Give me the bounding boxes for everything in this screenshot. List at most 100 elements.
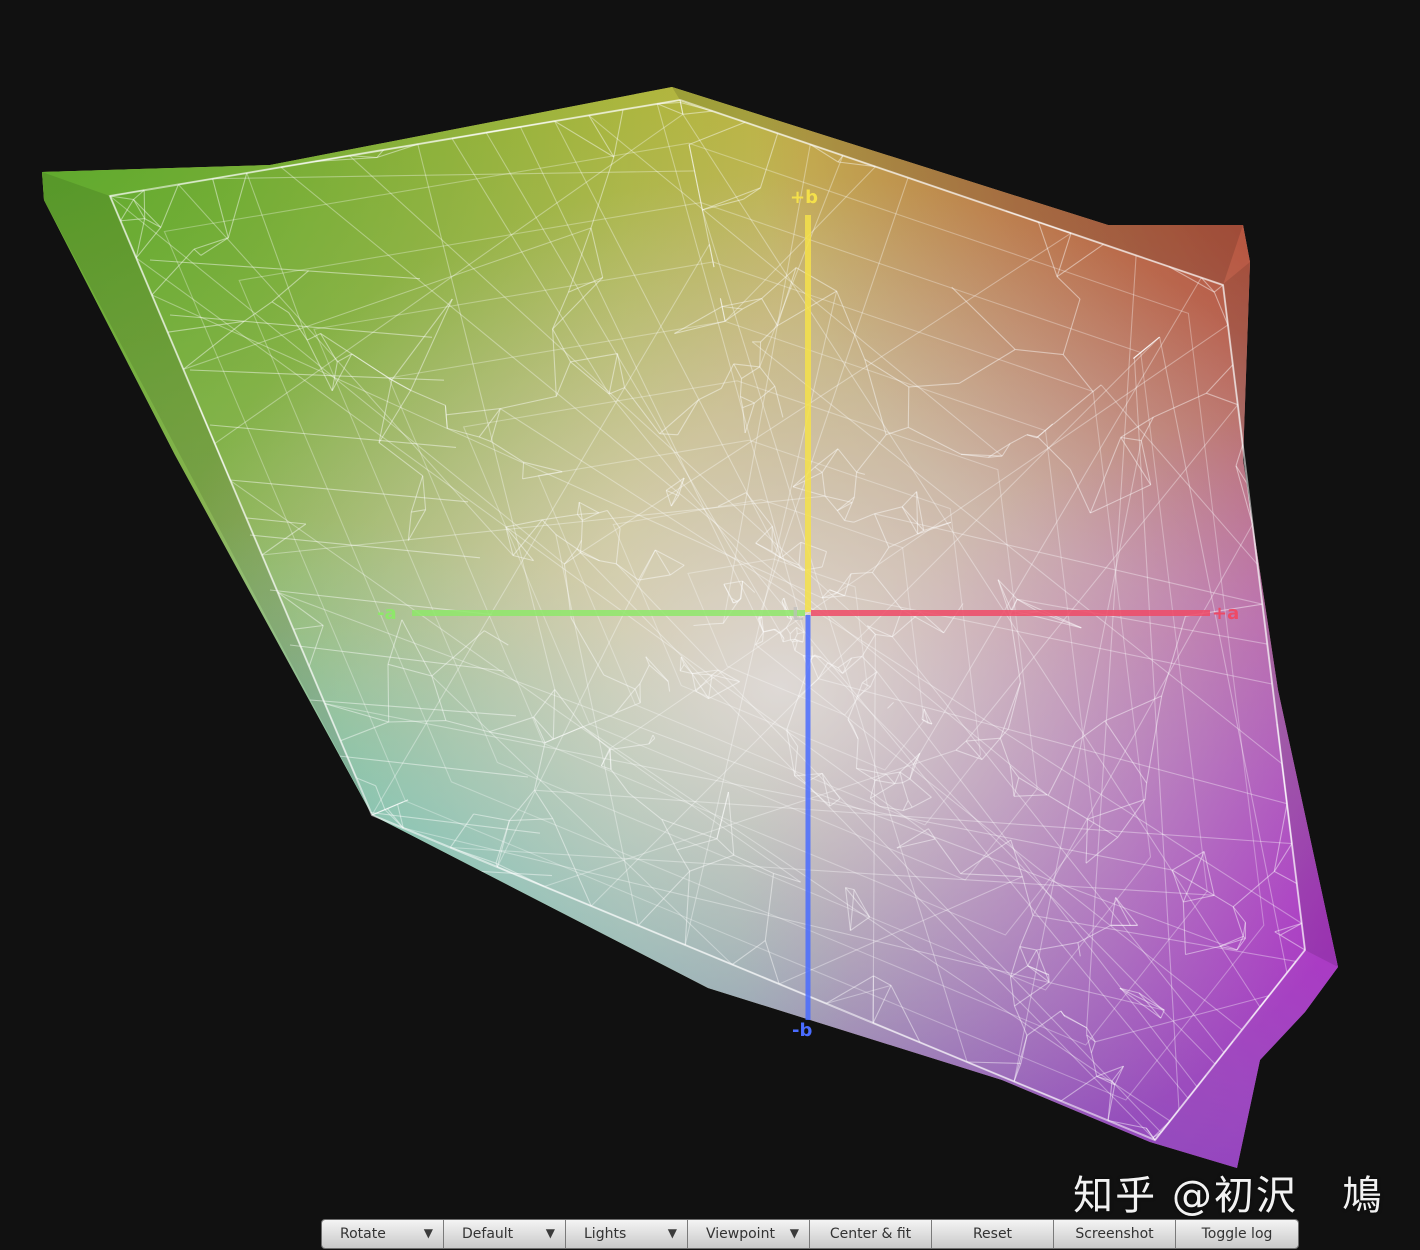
mesh-edge [1111,1065,1124,1082]
mesh-edge [955,740,967,751]
mesh-edge [1280,934,1306,951]
mesh-edge [923,708,933,725]
mesh-edge [999,682,1021,739]
mesh-edge [689,854,734,872]
mesh-edge [1171,869,1184,903]
mesh-edge [1048,974,1050,983]
mesh-edge [1027,949,1038,966]
mesh-edge [1219,945,1238,951]
mesh-edge [814,654,821,658]
mesh-edge [909,778,932,798]
mesh-edge [692,669,719,675]
mesh-edge [1018,777,1048,796]
mesh-edge [870,783,896,799]
mesh-edge [144,218,162,228]
mesh-edge [1115,897,1139,926]
mesh-edge [613,712,616,716]
mesh-edge [871,547,890,573]
mesh-edge [1120,436,1142,442]
mesh-edge [1232,906,1246,923]
mesh-edge [733,363,742,379]
mesh-edge [670,477,685,507]
mesh-edge [661,818,718,840]
mesh-edge [387,663,432,677]
mesh-edge [719,298,726,322]
mesh-edge [1104,695,1162,722]
mesh-edge [387,801,404,810]
mesh-edge [1185,945,1220,956]
mesh-edge [711,674,740,683]
mesh-edge [902,778,911,784]
mesh-edge [1274,931,1281,936]
mesh-edge [739,597,742,600]
mesh-edge [1172,869,1215,896]
mesh-edge [836,592,845,597]
mesh-edge [702,187,761,211]
mesh-edge [908,382,960,388]
screenshot-button-label: Screenshot [1075,1226,1154,1242]
mesh-edge [183,320,245,370]
mesh-edge [634,683,641,690]
viewpoint-dropdown-button[interactable]: Viewpoint ▼ [688,1220,810,1248]
mesh-edge [340,721,389,742]
mesh-edge [1013,440,1142,1082]
mesh-edge [837,448,858,473]
viewpoint-button-label: Viewpoint [706,1226,775,1242]
mesh-edge [757,619,764,633]
mesh-edge [708,244,712,252]
mesh-edge [875,779,895,785]
mesh-edge [836,290,866,360]
mesh-edge [751,341,1283,765]
mesh-edge [794,775,805,784]
mesh-edge [694,173,704,212]
mesh-edge [838,161,876,168]
mesh-edge [1014,981,1050,1007]
mesh-edge [821,472,826,497]
mesh-edge [495,820,510,864]
mesh-edge [309,699,517,717]
mesh-edge [1090,484,1151,514]
mesh-edge [761,631,764,642]
mesh-edge [193,237,229,250]
mesh-edge [779,627,787,634]
mesh-edge [638,549,656,581]
mesh-edge [1145,1127,1154,1138]
toggle-log-button[interactable]: Toggle log [1176,1220,1298,1248]
mesh-edge [656,103,684,115]
mesh-edge [1138,992,1165,1011]
mesh-edge [1026,1010,1062,1036]
mesh-edge [737,597,742,603]
mesh-edge [109,195,134,201]
mesh-edge [271,301,289,314]
mesh-edge [755,542,773,553]
reset-button[interactable]: Reset [932,1220,1054,1248]
mesh-edge [847,719,853,726]
mesh-edge [1013,1035,1028,1082]
dropdown-arrow-icon: ▼ [667,1226,677,1240]
mesh-edge [1013,777,1020,797]
mesh-edge [337,353,353,363]
screenshot-button[interactable]: Screenshot [1054,1220,1176,1248]
mesh-edge [534,789,1292,845]
mesh-edge [679,99,684,115]
mesh-edge [899,752,921,773]
mesh-edge [739,396,744,408]
lights-dropdown-button[interactable]: Lights ▼ [566,1220,688,1248]
mesh-edge [774,386,784,418]
mesh-edge [580,552,1156,1141]
default-dropdown-button[interactable]: Default ▼ [444,1220,566,1248]
mesh-edge [659,433,678,436]
mesh-edge [779,633,784,643]
mesh-edge [505,526,514,556]
mesh-edge [821,592,838,599]
rotate-dropdown-button[interactable]: Rotate ▼ [322,1220,444,1248]
mesh-ring [687,558,868,716]
mesh-edge [853,889,871,918]
mesh-edge [764,940,780,985]
mesh-edge [1183,894,1215,903]
gamut-3d-viewport[interactable]: +b -b -a +a L [0,0,1420,1220]
mesh-edge [1134,344,1151,359]
center-fit-button[interactable]: Center & fit [810,1220,932,1248]
mesh-edge [923,708,929,724]
mesh-edge [716,838,735,856]
